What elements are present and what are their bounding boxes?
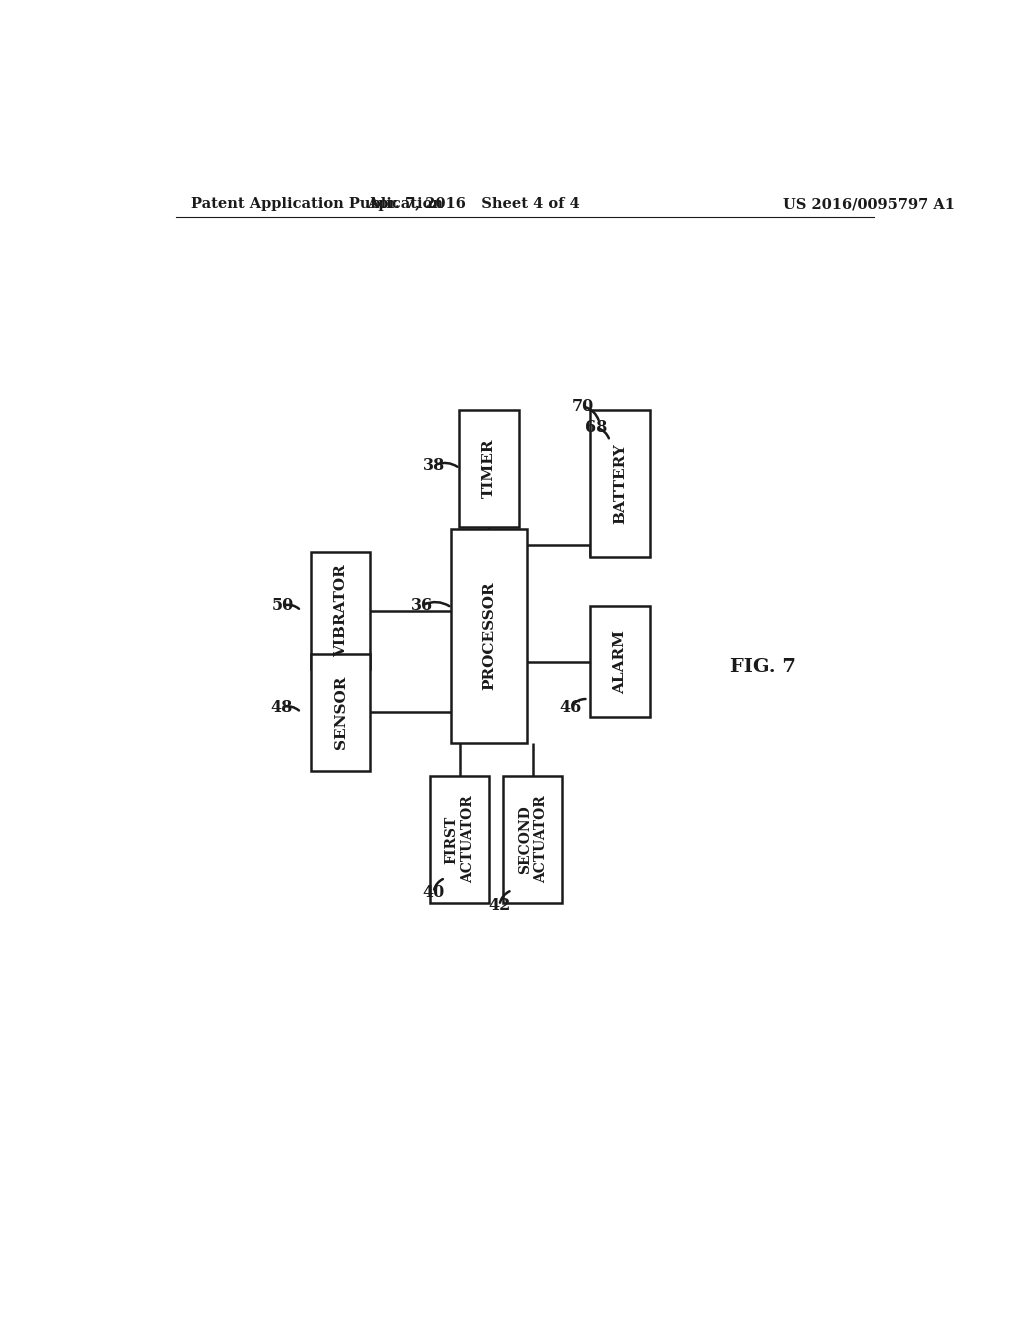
Text: 38: 38 [423, 457, 445, 474]
Bar [503, 776, 562, 903]
Text: FIRST
ACTUATOR: FIRST ACTUATOR [444, 796, 475, 883]
Bar [590, 411, 650, 557]
Bar [430, 776, 489, 903]
Text: Apr. 7, 2016   Sheet 4 of 4: Apr. 7, 2016 Sheet 4 of 4 [367, 197, 580, 211]
Text: 36: 36 [411, 597, 433, 614]
Bar [590, 606, 650, 718]
Text: SECOND
ACTUATOR: SECOND ACTUATOR [518, 796, 548, 883]
Text: 42: 42 [488, 898, 511, 913]
Text: 50: 50 [271, 597, 294, 614]
Text: ALARM: ALARM [613, 630, 627, 693]
Text: US 2016/0095797 A1: US 2016/0095797 A1 [782, 197, 954, 211]
Text: 70: 70 [571, 397, 594, 414]
Text: BATTERY: BATTERY [613, 444, 627, 524]
Text: TIMER: TIMER [482, 438, 496, 498]
Text: SENSOR: SENSOR [334, 676, 348, 748]
Text: 40: 40 [423, 884, 444, 900]
Text: FIG. 7: FIG. 7 [730, 657, 796, 676]
Bar [311, 653, 371, 771]
Bar [311, 552, 371, 669]
Bar [452, 529, 526, 743]
Bar [460, 411, 519, 527]
Text: Patent Application Publication: Patent Application Publication [191, 197, 443, 211]
Text: VIBRATOR: VIBRATOR [334, 565, 348, 657]
Text: 46: 46 [560, 698, 582, 715]
Text: 68: 68 [585, 420, 607, 436]
Text: 48: 48 [270, 698, 293, 715]
Text: PROCESSOR: PROCESSOR [482, 582, 496, 690]
